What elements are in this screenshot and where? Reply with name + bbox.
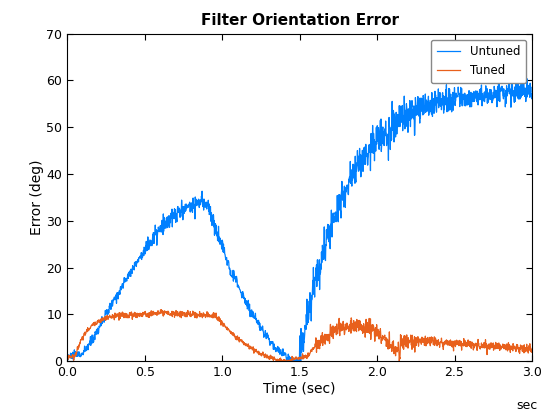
Untuned bbox=[64, 351, 71, 356]
X-axis label: Time (sec): Time (sec) bbox=[263, 382, 336, 396]
Untuned bbox=[329, 234, 335, 239]
Tuned bbox=[64, 353, 71, 358]
Untuned bbox=[119, 283, 125, 288]
Untuned bbox=[279, 347, 286, 352]
Title: Filter Orientation Error: Filter Orientation Error bbox=[200, 13, 399, 28]
Tuned bbox=[271, 354, 278, 360]
Tuned bbox=[274, 359, 281, 364]
Untuned bbox=[529, 91, 535, 96]
Line: Tuned: Tuned bbox=[67, 310, 532, 361]
Tuned bbox=[329, 330, 335, 335]
Untuned bbox=[520, 76, 527, 81]
Tuned bbox=[262, 352, 268, 357]
Untuned bbox=[261, 332, 268, 337]
Tuned bbox=[100, 316, 106, 321]
Legend: Untuned, Tuned: Untuned, Tuned bbox=[431, 39, 526, 83]
Untuned bbox=[270, 341, 277, 346]
Tuned bbox=[119, 310, 125, 315]
Tuned bbox=[279, 359, 286, 364]
Untuned bbox=[286, 359, 292, 364]
Tuned bbox=[158, 307, 165, 312]
Untuned bbox=[100, 319, 106, 324]
Text: sec: sec bbox=[516, 399, 538, 412]
Y-axis label: Error (deg): Error (deg) bbox=[30, 160, 44, 235]
Line: Untuned: Untuned bbox=[67, 78, 532, 361]
Tuned bbox=[529, 348, 535, 353]
